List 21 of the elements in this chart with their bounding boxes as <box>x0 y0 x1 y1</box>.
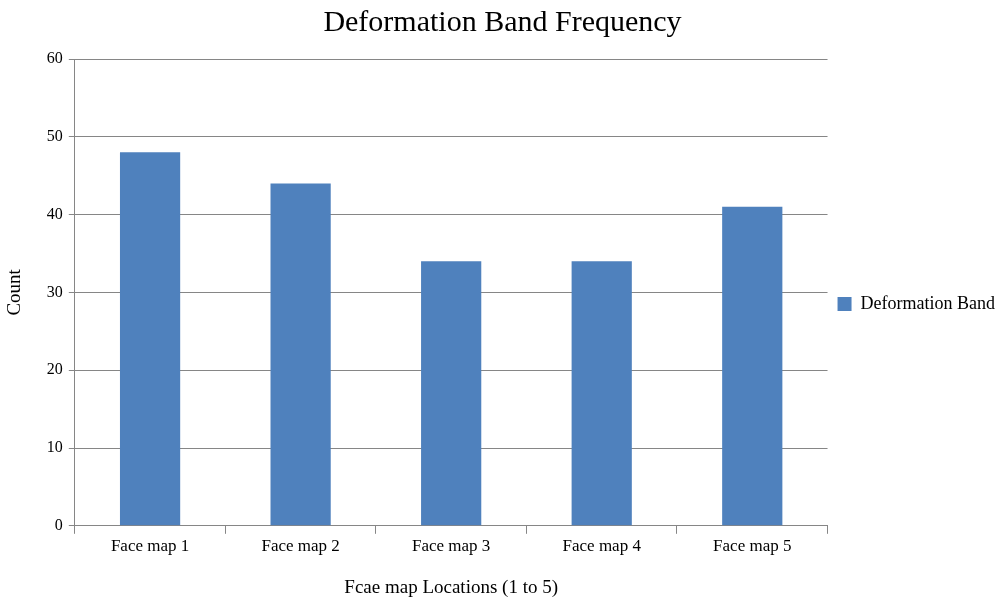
y-axis-title: Count <box>3 268 25 316</box>
bar <box>722 206 783 526</box>
x-tick-label: Face map 3 <box>411 536 491 556</box>
x-tick-label: Face map 1 <box>110 536 190 556</box>
bar <box>421 261 482 526</box>
y-tick-label: 30 <box>46 282 63 300</box>
x-axis-title: Fcae map Locations (1 to 5) <box>344 575 559 598</box>
y-tick-label: 10 <box>46 438 63 456</box>
bar <box>119 152 181 526</box>
bar <box>270 183 331 526</box>
x-tick-label: Face map 2 <box>261 536 340 556</box>
x-tick-label: Face map 4 <box>562 536 642 556</box>
y-tick-label: 50 <box>46 127 63 144</box>
y-tick-label: 20 <box>46 360 63 378</box>
y-tick-label: 60 <box>46 49 63 67</box>
y-tick-label: 0 <box>54 516 63 533</box>
y-tick-label: 40 <box>46 204 63 222</box>
bar <box>571 261 632 526</box>
legend-label: Deformation Band <box>860 292 995 313</box>
x-tick-label: Face map 5 <box>713 536 792 556</box>
chart-title: Deformation Band Frequency <box>323 3 682 37</box>
